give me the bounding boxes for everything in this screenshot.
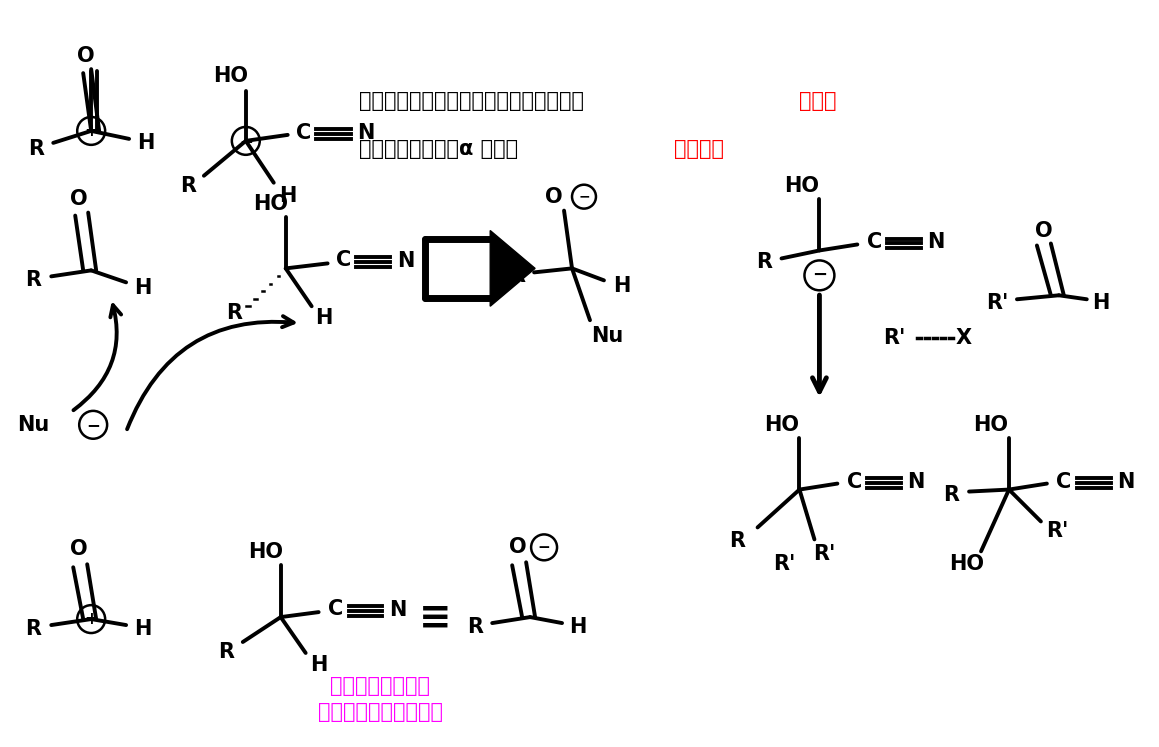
Text: H: H [569,617,586,637]
Text: HO: HO [974,415,1008,435]
Text: +: + [85,610,99,628]
Text: R: R [943,485,960,504]
Text: マイナス: マイナス [673,139,723,159]
Text: −: − [86,416,100,434]
Text: R: R [28,139,44,159]
Text: C: C [847,471,862,492]
Text: R: R [757,252,773,273]
Text: ≡: ≡ [420,598,452,636]
Text: N: N [396,252,414,271]
Text: O: O [71,539,88,560]
Text: R': R' [773,554,796,574]
Text: O: O [78,46,95,66]
Text: R: R [226,303,242,323]
Text: シアノヒドリンは
アシルアニオン等価体: シアノヒドリンは アシルアニオン等価体 [318,675,443,722]
Text: HO: HO [764,415,799,435]
Text: −: − [811,267,828,285]
Text: R: R [730,531,745,551]
Text: HO: HO [949,554,984,574]
Text: R: R [25,619,42,639]
Text: −: − [578,190,590,204]
Text: O: O [71,189,88,208]
Text: −: − [239,132,253,150]
Text: C: C [867,232,882,252]
Text: R: R [25,270,42,291]
Text: +: + [85,122,99,140]
Text: N: N [1117,471,1135,492]
Text: N: N [907,471,925,492]
Text: C: C [336,250,351,270]
Text: H: H [315,309,333,328]
Text: Nu: Nu [17,415,50,435]
Text: R': R' [1045,521,1069,542]
Text: C: C [296,123,312,143]
Text: N: N [927,232,945,252]
Text: HO: HO [254,193,289,214]
Text: H: H [134,619,152,639]
Text: N: N [388,600,406,620]
Text: R: R [509,267,525,286]
Text: R: R [218,642,234,662]
Text: H: H [309,655,327,675]
Text: HO: HO [783,176,819,196]
Text: ケトン・アルデヒドはカルボニル炭素は: ケトン・アルデヒドはカルボニル炭素は [358,91,583,111]
Polygon shape [490,231,535,306]
Text: H: H [134,279,152,298]
Text: プラス: プラス [800,91,837,111]
Text: X: X [956,328,972,348]
Text: C: C [1056,471,1071,492]
Text: R: R [180,176,196,196]
Text: HO: HO [248,542,283,562]
Text: R: R [467,617,483,637]
Text: H: H [613,276,630,297]
Text: R': R' [986,294,1008,313]
Text: H: H [279,186,297,205]
Text: −: − [538,540,551,555]
Text: H: H [1092,294,1109,313]
Text: R': R' [814,545,836,564]
Text: HO: HO [213,66,248,86]
Text: O: O [509,537,527,557]
Text: C: C [328,599,343,619]
Text: O: O [545,187,563,207]
Text: R': R' [883,328,905,348]
Text: Nu: Nu [591,326,624,346]
Text: H: H [138,133,155,153]
Text: O: O [1035,220,1052,241]
Text: シアノヒドリンのα 炭素は: シアノヒドリンのα 炭素は [358,139,518,159]
Text: N: N [357,123,374,143]
